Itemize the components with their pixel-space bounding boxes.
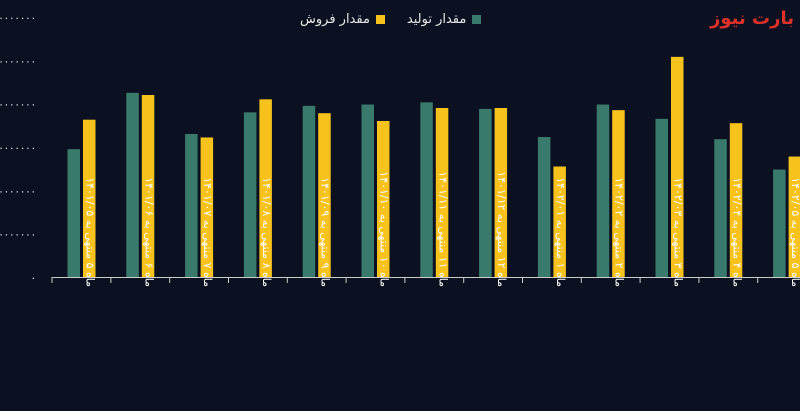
x-category-label: ماه ۸ منتهی به ۱۴۰۱/۰۸ [260,177,273,287]
legend-swatch-sales [375,15,385,24]
x-category-label: ماه ۵ منتهی به ۱۴۰۱/۰۵ [84,177,97,287]
bar-sales [671,56,684,277]
bar-production [655,118,668,277]
x-category-label: ماه ۱۲ منتهی به ۱۴۰۱/۱۲ [495,171,508,287]
bar-sales [200,137,214,277]
x-category-label: ماه ۳ منتهی به ۱۴۰۲/۰۳ [672,177,685,287]
y-tick-label: ۴۰۰۰۰۰۰۰ [0,100,36,111]
bar-sales [83,119,96,277]
legend-item-sales: مقدار فروش [300,12,385,27]
bar-production [243,112,257,277]
x-category-label: ماه ۲ منتهی به ۱۴۰۲/۰۲ [613,177,626,287]
x-category-label: ماه ۴ منتهی به ۱۴۰۲/۰۴ [730,177,743,287]
bar-production [773,169,786,277]
bar-production [361,104,374,278]
bar-sales [141,95,155,277]
y-tick-label: ۱۰۰۰۰۰۰۰ [0,230,36,241]
y-tick-label: ۰ [31,273,36,284]
bar-sales [259,99,272,277]
bar-production [420,102,433,277]
bar-sales [377,121,390,277]
watermark-logo: بارت نیوز [710,8,794,29]
legend-item-production: مقدار تولید [406,12,482,27]
bar-sales [435,108,449,277]
bar-production [185,134,198,277]
y-tick-label: ۵۰۰۰۰۰۰۰ [0,56,36,67]
x-category-label: ماه ۷ منتهی به ۱۴۰۱/۰۷ [201,177,214,287]
y-tick-label: ۳۰۰۰۰۰۰۰ [0,143,36,154]
x-category-label: ماه ۵ منتهی به ۱۴۰۲/۰۵ [789,177,800,287]
x-category-label: ماه ۱۱ منتهی به ۱۴۰۱/۱۱ [436,171,449,287]
bar-production [537,137,551,277]
chart-legend: مقدار تولید مقدار فروش [300,12,482,27]
x-category-label: ماه ۱۰ منتهی به ۱۴۰۱/۱۰ [378,171,391,287]
bar-sales [612,110,625,278]
bar-sales [729,123,743,278]
bar-sales [788,156,800,277]
legend-label-production: مقدار تولید [406,12,467,27]
y-tick-label: ۶۰۰۰۰۰۰۰ [0,13,36,24]
bar-sales [553,166,566,277]
bar-sales [318,113,331,277]
legend-swatch-production [472,15,482,24]
bar-production [596,104,610,278]
x-category-label: ماه ۶ منتهی به ۱۴۰۱/۰۶ [142,177,155,287]
x-category-label: ماه ۱ منتهی به ۱۴۰۲/۰۱ [554,177,567,287]
legend-label-sales: مقدار فروش [300,12,370,27]
y-tick-label: ۲۰۰۰۰۰۰۰ [0,186,36,197]
bar-production [67,149,80,277]
bar-production [126,92,139,277]
bar-production [302,105,316,277]
x-category-label: ماه ۹ منتهی به ۱۴۰۱/۰۹ [319,177,332,287]
bar-sales [494,108,508,277]
bar-production [714,139,727,277]
bar-production [479,108,492,277]
